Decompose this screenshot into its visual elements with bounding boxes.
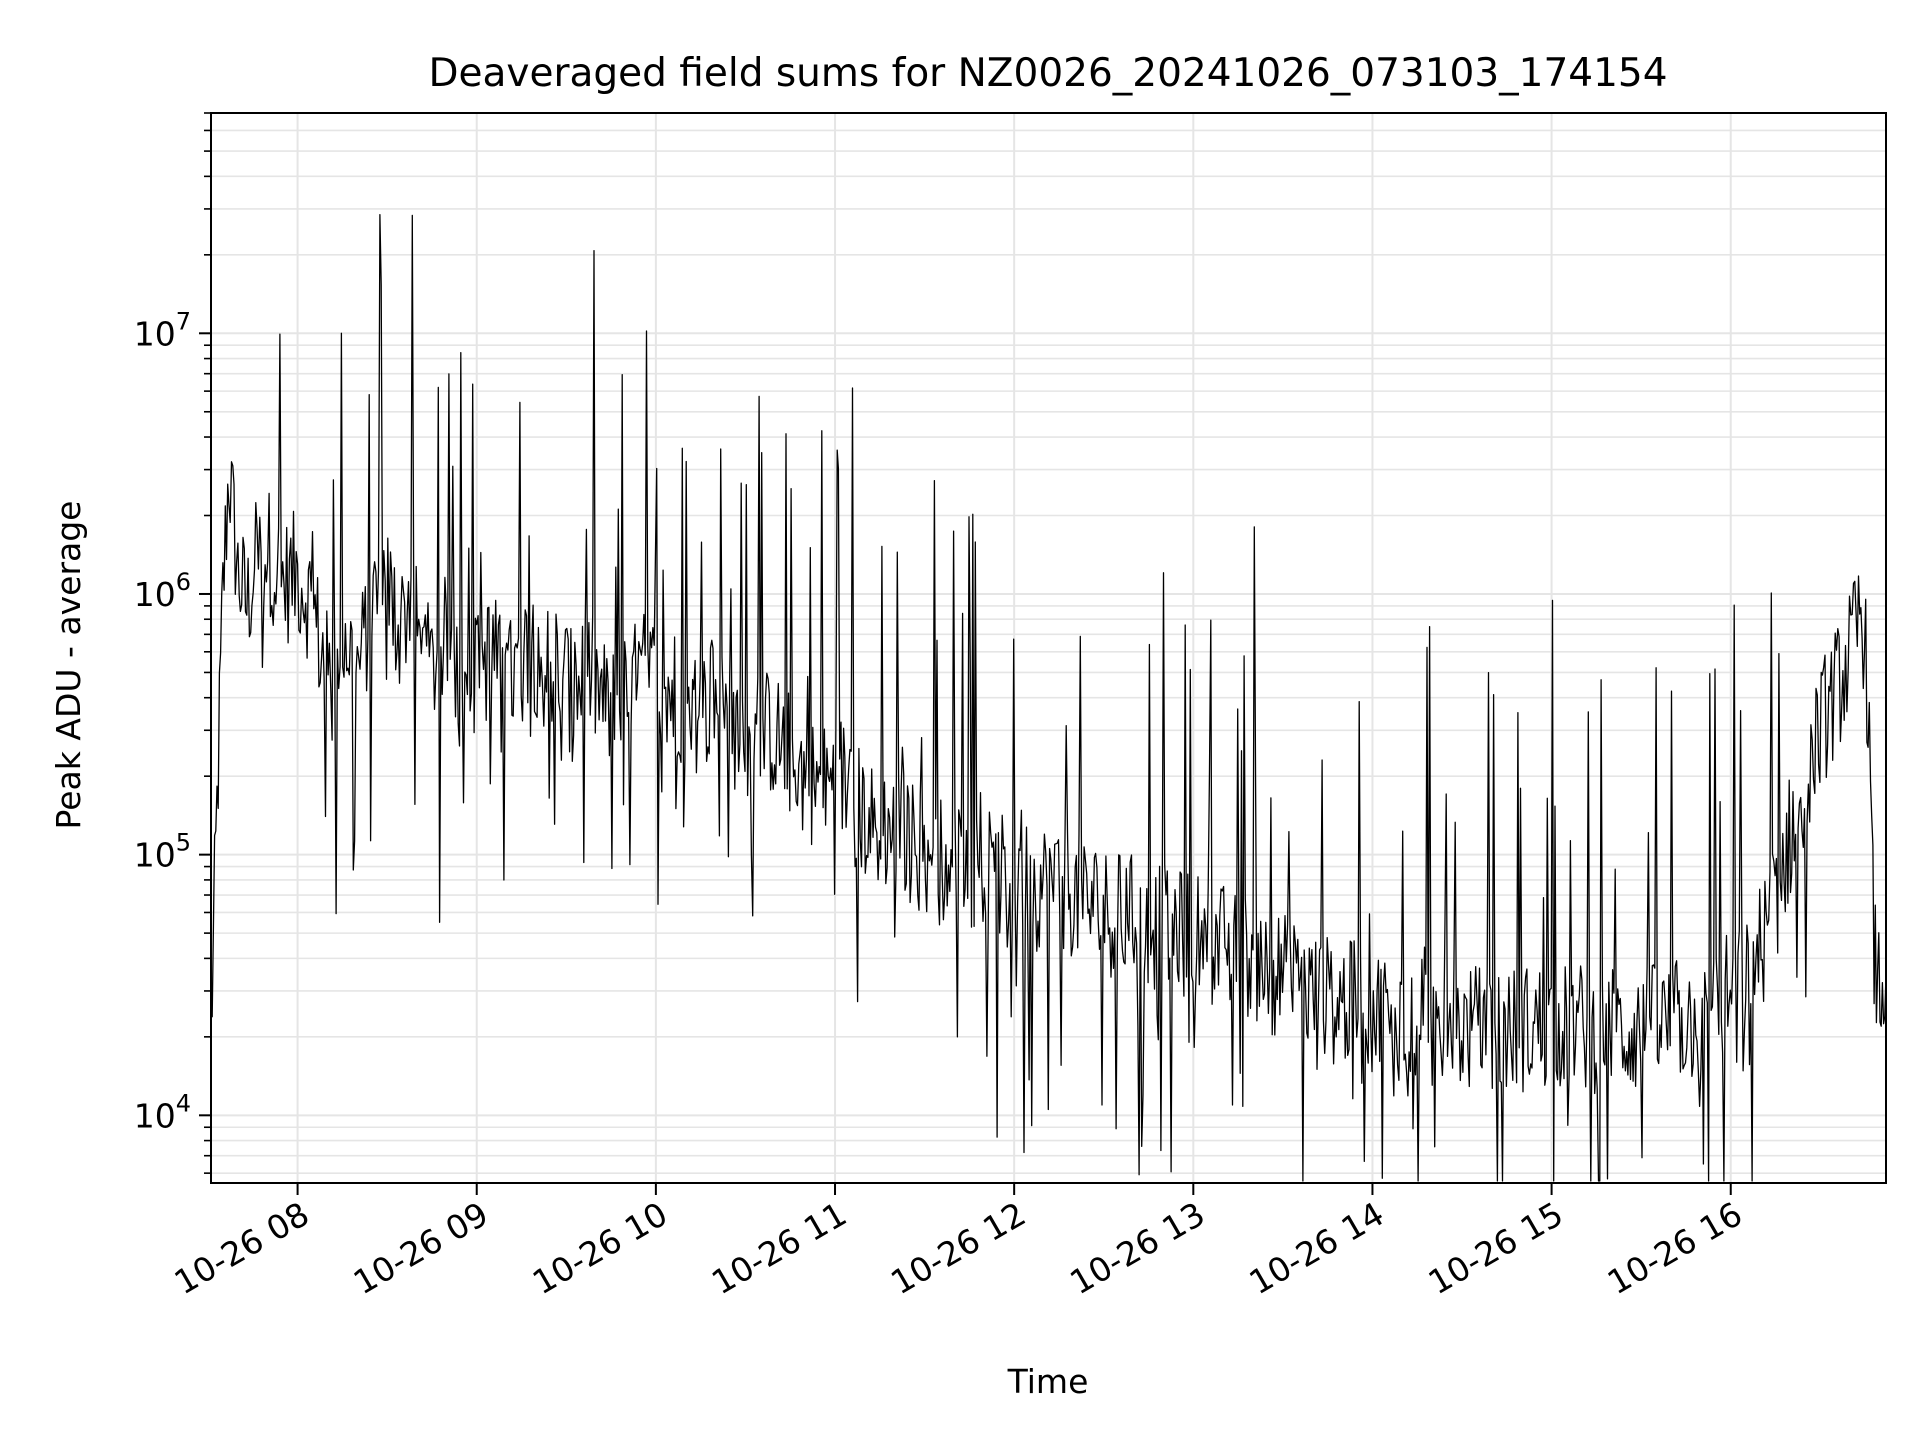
data-series	[210, 214, 1887, 1182]
y-tick-label: 107	[134, 307, 191, 353]
series-line	[210, 214, 1887, 1182]
y-tick-label: 104	[134, 1089, 191, 1135]
y-tick-label: 106	[134, 568, 191, 614]
x-axis-label: Time	[1007, 1362, 1089, 1401]
y-tick-label: 105	[134, 829, 191, 875]
y-axis-label: Peak ADU - average	[49, 501, 88, 830]
chart-title: Deaveraged field sums for NZ0026_2024102…	[428, 51, 1667, 96]
plot-frame	[210, 112, 1887, 1184]
